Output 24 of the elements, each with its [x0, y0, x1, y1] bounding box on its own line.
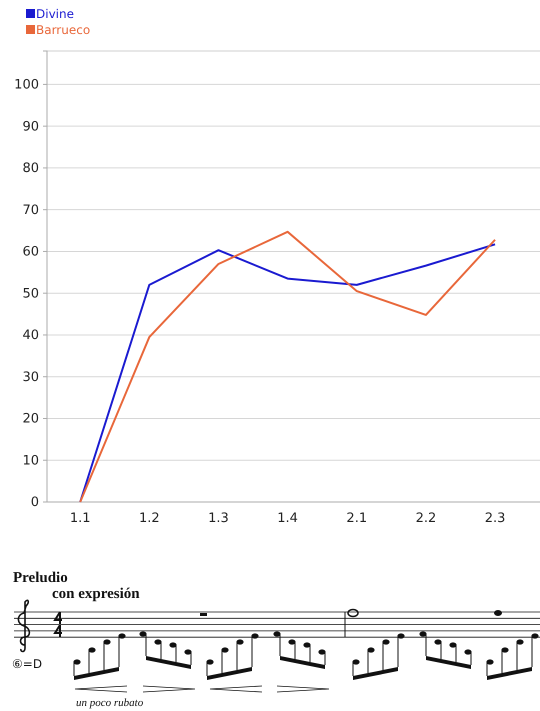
x-tick-label: 2.1: [346, 510, 368, 526]
y-tick-label: 70: [22, 202, 39, 218]
x-tick-label: 2.3: [484, 510, 506, 526]
x-tick-label: 1.4: [277, 510, 298, 526]
legend-label: Divine: [36, 7, 74, 21]
y-tick-label: 30: [22, 370, 39, 385]
text: ⑥=D: [12, 657, 42, 671]
y-tick-label: 0: [30, 495, 39, 510]
y-tick-label: 20: [22, 412, 39, 427]
text: con expresión: [52, 586, 140, 602]
y-tick-label: 40: [22, 328, 39, 344]
y-tick-label: 60: [22, 244, 39, 260]
y-tick-label: 50: [22, 286, 39, 302]
y-tick-label: 100: [14, 78, 39, 93]
y-tick-label: 80: [22, 161, 39, 176]
x-tick-label: 1.1: [70, 510, 91, 526]
x-tick-label: 1.3: [208, 510, 229, 526]
text: un poco rubato: [76, 697, 144, 709]
y-tick-label: 90: [22, 119, 39, 134]
y-tick-label: 10: [22, 453, 39, 468]
text: Preludio: [13, 570, 68, 586]
x-tick-label: 2.2: [416, 510, 436, 526]
legend-label: Barrueco: [36, 23, 90, 37]
x-tick-label: 1.2: [138, 510, 160, 526]
